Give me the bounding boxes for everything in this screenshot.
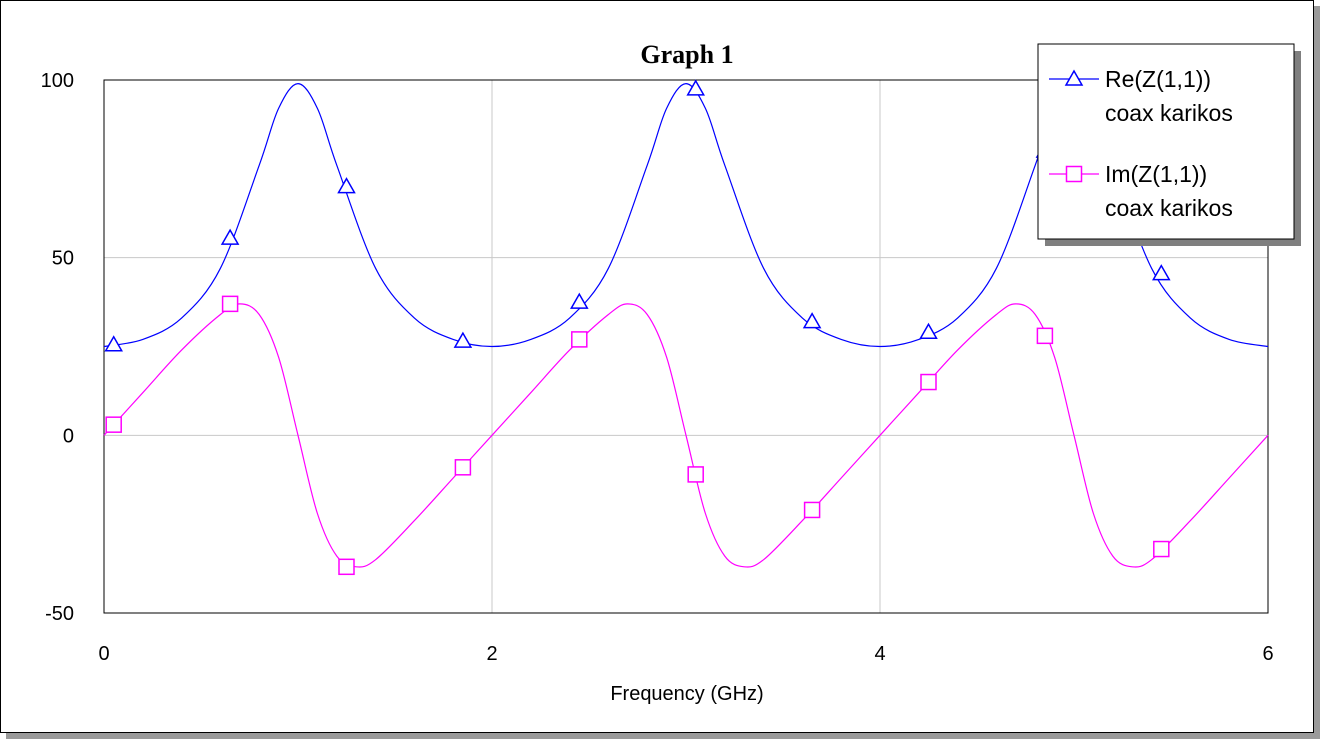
x-tick-label: 4: [874, 643, 885, 665]
legend-swatch-marker: [1064, 69, 1084, 86]
data-point: [1036, 327, 1054, 345]
chart-title: Graph 1: [640, 40, 733, 69]
y-tick-label: 100: [41, 70, 74, 92]
data-point: [803, 501, 821, 519]
series-line: [103, 303, 1269, 568]
y-tick-label: 50: [52, 248, 74, 270]
data-point: [337, 177, 356, 194]
x-axis: 0 2 4 6: [98, 643, 1273, 665]
y-tick-label: 0: [63, 425, 74, 447]
data-point: [104, 335, 123, 352]
legend-swatch-marker: [1065, 165, 1083, 183]
x-tick-label: 2: [486, 643, 497, 665]
legend: Re(Z(1,1)) coax karikos Im(Z(1,1)) coax kar…: [1037, 43, 1301, 246]
legend-series-subtitle: coax karikos: [1105, 195, 1233, 221]
legend-box: [1037, 43, 1295, 240]
legend-series-name: Im(Z(1,1)): [1105, 161, 1207, 187]
data-point: [571, 331, 588, 348]
x-tick-label: 6: [1262, 643, 1273, 665]
data-point: [453, 331, 473, 348]
data-point: [105, 416, 122, 433]
data-point: [919, 322, 938, 340]
legend-series-subtitle: coax karikos: [1105, 100, 1233, 126]
data-point: [687, 466, 704, 483]
data-point: [220, 228, 240, 245]
data-point: [338, 558, 355, 576]
legend-item: Im(Z(1,1)) coax karikos: [1049, 161, 1233, 221]
y-axis: -50 0 50 100: [41, 70, 74, 625]
data-point: [454, 459, 472, 476]
series-imag: [103, 295, 1269, 576]
data-point: [802, 312, 822, 329]
data-point: [570, 292, 589, 309]
legend-series-name: Re(Z(1,1)): [1105, 66, 1211, 92]
x-axis-label: Frequency (GHz): [610, 683, 763, 705]
y-tick-label: -50: [45, 603, 74, 625]
x-tick-label: 0: [98, 643, 109, 665]
data-point: [1152, 264, 1171, 281]
legend-item: Re(Z(1,1)) coax karikos: [1049, 66, 1233, 126]
data-point: [221, 295, 239, 313]
data-point: [920, 373, 937, 391]
data-point: [686, 79, 705, 96]
legend-items: Re(Z(1,1)) coax karikos Im(Z(1,1)) coax kar…: [1049, 66, 1233, 221]
data-point: [1153, 540, 1170, 558]
